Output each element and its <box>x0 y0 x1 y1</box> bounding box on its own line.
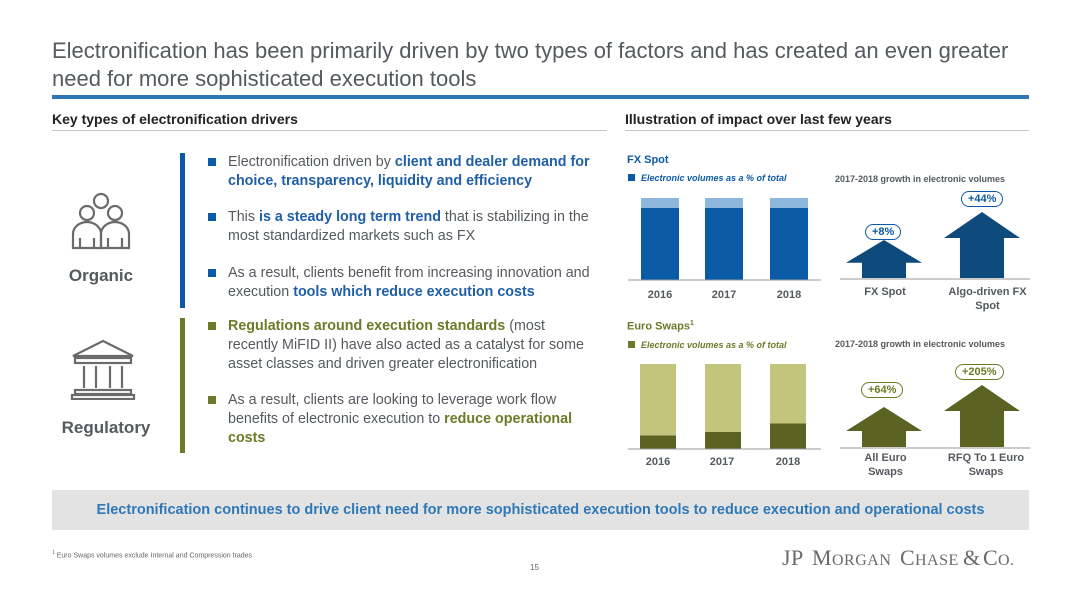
regulatory-label: Regulatory <box>61 418 151 437</box>
fx-spot-bar-2018-seg0 <box>770 207 808 280</box>
bullet-square-icon <box>208 158 216 166</box>
fx-spot-bar-2018-seg1 <box>770 198 808 208</box>
fx-spot-bar-2016-seg1 <box>641 198 679 208</box>
bullet-square-icon <box>208 213 216 221</box>
euro-swaps-tick-2017: 2017 <box>709 456 735 468</box>
fx-spot-chart-title: FX Spot <box>627 154 669 166</box>
regulatory-bullet-1: Regulations around execution standards (… <box>208 317 598 374</box>
fx-spot-legend: Electronic volumes as a % of total <box>628 173 787 183</box>
organic-bullet-3: As a result, clients benefit from increa… <box>208 264 598 302</box>
euro-swaps-bar-2017-seg0 <box>705 432 741 449</box>
svg-text:C: C <box>983 545 998 570</box>
fx-growth-title: 2017-2018 growth in electronic volumes <box>835 174 1006 184</box>
fx-spot-bar-2017-seg0 <box>705 207 743 280</box>
left-section-rule <box>52 130 607 131</box>
es-growth-arrows <box>840 385 1030 449</box>
euro-swaps-bar-2018-seg0 <box>770 423 806 449</box>
es-growth-category-2: RFQ To 1 Euro Swaps <box>947 452 1025 478</box>
legend-swatch <box>628 174 635 181</box>
euro-swaps-tick-2018: 2018 <box>775 456 801 468</box>
svg-text:O.: O. <box>998 552 1015 569</box>
bank-building-icon <box>70 338 136 405</box>
regulatory-divider-bar <box>180 318 185 453</box>
euro-swaps-bar-2016-seg0 <box>640 435 676 449</box>
es-growth-title: 2017-2018 growth in electronic volumes <box>835 339 1006 349</box>
es-growth-label-2: +205% <box>955 364 1004 380</box>
euro-swaps-bar-2017-seg1 <box>705 364 741 432</box>
organic-bullet-2: This is a steady long term trend that is… <box>208 208 598 246</box>
slide-title: Electronification has been primarily dri… <box>52 38 1009 91</box>
organic-bullet-1: Electronification driven by client and d… <box>208 153 598 191</box>
fx-growth-arrow-2 <box>944 212 1020 278</box>
organic-label: Organic <box>68 266 134 285</box>
svg-text:ORGAN: ORGAN <box>832 552 891 569</box>
fx-growth-arrows <box>840 212 1030 280</box>
fx-growth-arrow-1 <box>846 240 922 278</box>
fx-spot-bar-2016-seg0 <box>641 207 679 280</box>
fx-spot-tick-2017: 2017 <box>711 289 737 301</box>
euro-swaps-stacked-bar-chart <box>628 364 821 450</box>
jpmorgan-chase-logo: JP M ORGAN C HASE & C O. <box>782 544 1032 578</box>
organic-divider-bar <box>180 153 185 308</box>
euro-swaps-legend: Electronic volumes as a % of total <box>628 340 787 350</box>
euro-swaps-bar-2016-seg1 <box>640 364 676 436</box>
footnote: 1 Euro Swaps volumes exclude Internal an… <box>52 550 253 560</box>
bullet-square-icon <box>208 269 216 277</box>
euro-swaps-chart-title: Euro Swaps1 <box>627 320 694 333</box>
svg-text:HASE: HASE <box>915 552 959 569</box>
title-divider <box>52 95 1029 99</box>
euro-swaps-bar-2018-seg1 <box>770 364 806 424</box>
bullet-square-icon <box>208 396 216 404</box>
bullet-square-icon <box>208 322 216 330</box>
euro-swaps-tick-2016: 2016 <box>645 456 671 468</box>
es-growth-category-1: All Euro Swaps <box>864 452 907 478</box>
people-group-icon <box>70 190 132 255</box>
page-number: 15 <box>530 563 539 572</box>
conclusion-banner: Electronification continues to drive cli… <box>52 490 1029 530</box>
fx-spot-tick-2016: 2016 <box>647 289 673 301</box>
left-section-heading: Key types of electronification drivers <box>52 111 298 127</box>
es-growth-arrow-2 <box>944 385 1020 447</box>
svg-text:C: C <box>900 545 915 570</box>
right-section-rule <box>625 130 1029 131</box>
svg-text:&: & <box>963 545 981 570</box>
legend-swatch <box>628 341 635 348</box>
regulatory-bullet-2: As a result, clients are looking to leve… <box>208 391 598 448</box>
conclusion-banner-text: Electronification continues to drive cli… <box>96 502 985 518</box>
es-growth-arrow-1 <box>846 407 922 447</box>
fx-growth-label-1: +8% <box>865 224 902 240</box>
fx-spot-bar-2017-seg1 <box>705 198 743 208</box>
fx-growth-category-1: FX Spot <box>864 286 906 298</box>
fx-growth-category-2: Algo-driven FX Spot <box>948 286 1027 312</box>
fx-spot-stacked-bar-chart <box>628 198 821 281</box>
svg-text:JP: JP <box>782 545 804 570</box>
fx-growth-label-2: +44% <box>961 191 1004 207</box>
right-section-heading: Illustration of impact over last few yea… <box>625 111 892 127</box>
es-growth-label-1: +64% <box>861 382 904 398</box>
fx-spot-tick-2018: 2018 <box>776 289 802 301</box>
svg-text:M: M <box>812 545 832 570</box>
